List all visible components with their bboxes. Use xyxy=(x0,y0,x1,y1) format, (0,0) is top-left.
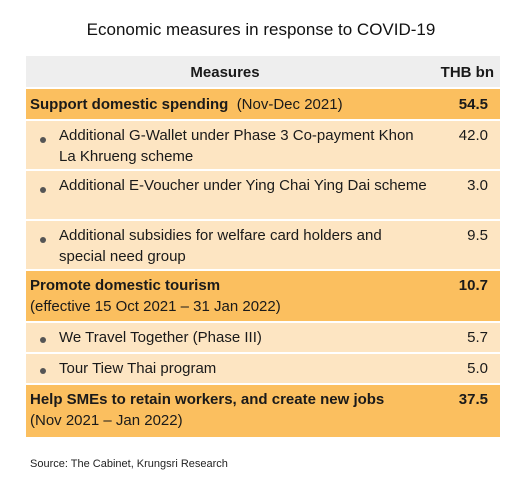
section-label: Support domestic spending xyxy=(30,96,229,113)
item-label: Additional G-Wallet under Phase 3 Co-pay… xyxy=(59,127,414,165)
table-header: Measures THB bn xyxy=(26,56,500,89)
section-period: (Nov 2021 – Jan 2022) xyxy=(30,412,183,429)
list-item: Tour Tiew Thai program 5.0 xyxy=(26,354,500,385)
item-label: Tour Tiew Thai program xyxy=(59,360,217,377)
header-measures: Measures xyxy=(190,64,260,81)
section-value: 10.7 xyxy=(458,277,488,294)
header-value: THB bn xyxy=(440,64,494,81)
item-label: Additional E-Voucher under Ying Chai Yin… xyxy=(59,177,427,194)
measures-table: Measures THB bn Support domestic spendin… xyxy=(26,56,500,437)
section-value: 54.5 xyxy=(458,96,488,113)
section-support-domestic-spending: Support domestic spending (Nov-Dec 2021)… xyxy=(26,89,500,121)
bullet-icon xyxy=(40,237,46,243)
table-title: Economic measures in response to COVID-1… xyxy=(86,20,436,39)
list-item: Additional E-Voucher under Ying Chai Yin… xyxy=(26,171,500,221)
item-label: Additional subsidies for welfare card ho… xyxy=(59,227,382,265)
bullet-icon xyxy=(40,137,46,143)
list-item: Additional G-Wallet under Phase 3 Co-pay… xyxy=(26,121,500,171)
source-note: Source: The Cabinet, Krungsri Research xyxy=(30,458,228,470)
item-label: We Travel Together (Phase III) xyxy=(59,329,262,346)
list-item: Additional subsidies for welfare card ho… xyxy=(26,221,500,271)
section-period: (effective 15 Oct 2021 – 31 Jan 2022) xyxy=(30,298,281,315)
section-label: Help SMEs to retain workers, and create … xyxy=(30,391,385,408)
bullet-icon xyxy=(40,368,46,374)
list-item: We Travel Together (Phase III) 5.7 xyxy=(26,323,500,354)
item-value: 9.5 xyxy=(467,227,488,244)
item-value: 5.7 xyxy=(467,329,488,346)
section-value: 37.5 xyxy=(458,391,488,408)
bullet-icon xyxy=(40,187,46,193)
section-help-smes: Help SMEs to retain workers, and create … xyxy=(26,385,500,437)
bullet-icon xyxy=(40,337,46,343)
item-value: 3.0 xyxy=(467,177,488,194)
section-label: Promote domestic tourism xyxy=(30,277,221,294)
section-period: (Nov-Dec 2021) xyxy=(236,96,343,113)
section-promote-domestic-tourism: Promote domestic tourism (effective 15 Oc… xyxy=(26,271,500,323)
item-value: 5.0 xyxy=(467,360,488,377)
item-value: 42.0 xyxy=(458,127,488,144)
